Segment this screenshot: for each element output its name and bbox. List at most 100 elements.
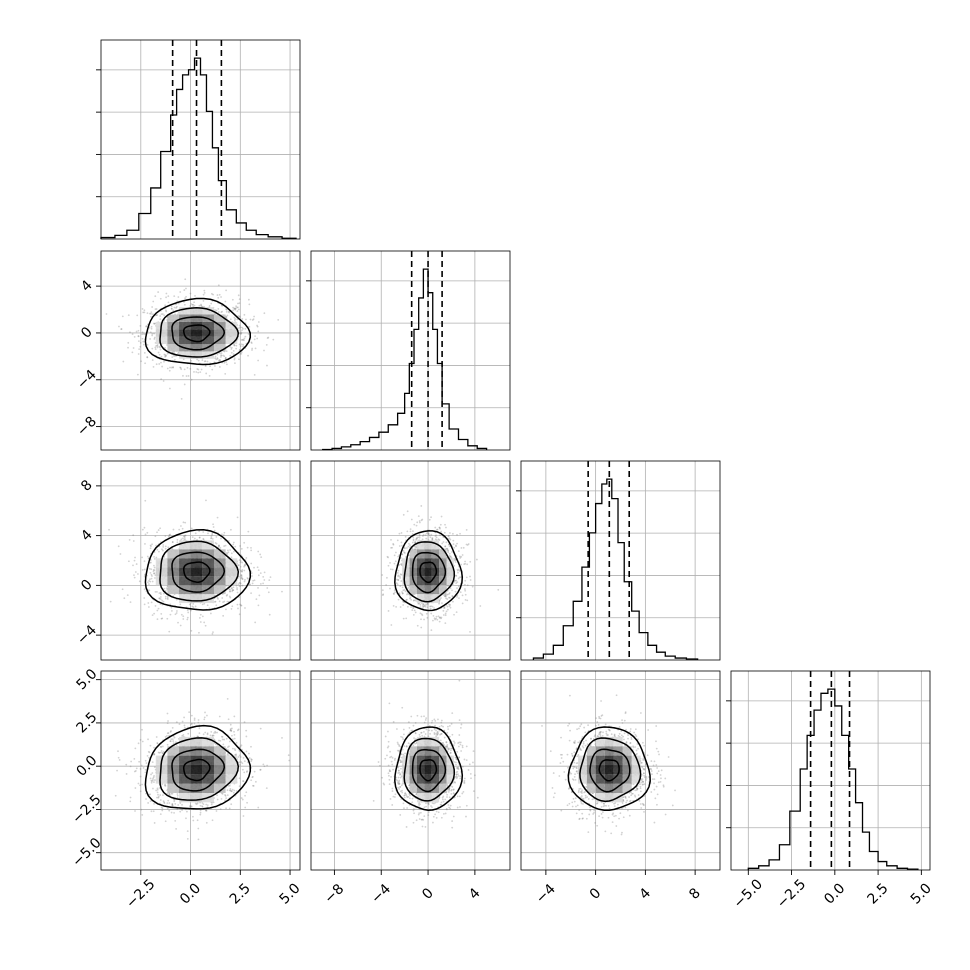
scatter-point	[238, 596, 241, 599]
scatter-point	[429, 536, 432, 539]
scatter-point	[175, 828, 178, 830]
scatter-point	[410, 518, 413, 521]
scatter-point	[137, 782, 140, 785]
scatter-point	[151, 359, 154, 361]
scatter-point	[158, 353, 161, 356]
scatter-point	[253, 579, 256, 582]
scatter-point	[229, 723, 232, 726]
scatter-point	[246, 801, 248, 804]
density-cell	[424, 567, 432, 577]
scatter-point	[180, 613, 183, 616]
scatter-point	[451, 595, 454, 597]
scatter-point	[155, 308, 158, 310]
scatter-point	[223, 545, 226, 547]
scatter-point	[208, 374, 211, 377]
histogram-panel-1	[306, 250, 511, 451]
scatter-point	[240, 577, 243, 580]
scatter-point	[241, 339, 244, 341]
scatter-point	[450, 556, 453, 559]
scatter-point	[250, 342, 253, 345]
scatter-point	[179, 366, 182, 369]
scatter-point	[229, 729, 232, 732]
scatter-point	[448, 596, 450, 599]
scatter-point	[394, 591, 396, 594]
scatter-point	[182, 374, 184, 377]
scatter-point	[247, 530, 250, 533]
scatter-point	[215, 358, 218, 361]
scatter-point	[179, 603, 182, 606]
scatter-point	[158, 787, 161, 789]
scatter-point	[157, 291, 160, 293]
scatter-point	[462, 546, 465, 549]
scatter-point	[419, 612, 422, 615]
scatter-point	[201, 802, 204, 804]
scatter-point	[150, 545, 152, 548]
scatter-point	[156, 531, 158, 534]
density-cell	[167, 585, 180, 595]
scatter-point	[241, 798, 244, 801]
scatter-panel-1-2	[310, 460, 511, 661]
scatter-point	[455, 611, 458, 614]
scatter-point	[461, 594, 464, 597]
scatter-point	[444, 595, 446, 598]
scatter-point	[256, 337, 259, 340]
scatter-point	[427, 532, 430, 535]
scatter-point	[424, 534, 427, 537]
scatter-point	[248, 757, 251, 759]
scatter-point	[239, 763, 241, 766]
scatter-point	[414, 546, 417, 548]
scatter-point	[160, 613, 163, 615]
scatter-point	[165, 354, 168, 357]
scatter-point	[240, 331, 243, 334]
scatter-point	[180, 368, 183, 371]
scatter-point	[150, 312, 153, 315]
scatter-point	[159, 745, 162, 748]
scatter-point	[263, 579, 266, 581]
scatter-point	[211, 533, 214, 536]
scatter-point	[224, 357, 227, 360]
scatter-point	[398, 592, 401, 595]
contour-level-2	[159, 540, 240, 602]
contour-level-3	[144, 297, 252, 366]
scatter-point	[198, 536, 201, 539]
scatter-point	[236, 516, 239, 519]
scatter-point	[240, 351, 243, 354]
scatter-point	[182, 618, 185, 620]
scatter-point	[390, 538, 392, 541]
scatter-point	[237, 294, 240, 297]
scatter-point	[460, 563, 463, 566]
scatter-point	[129, 796, 132, 799]
scatter-point	[393, 554, 396, 557]
scatter-point	[442, 541, 445, 543]
scatter-point	[446, 608, 449, 611]
density-cell	[213, 336, 226, 345]
scatter-point	[421, 518, 424, 521]
scatter-point	[184, 297, 186, 300]
scatter-point	[152, 313, 154, 316]
scatter-point	[267, 336, 270, 339]
scatter-point	[229, 528, 232, 531]
scatter-point	[205, 821, 208, 824]
scatter-point	[217, 359, 220, 362]
scatter-point	[164, 309, 167, 312]
scatter-point	[184, 534, 187, 537]
scatter-point	[211, 368, 214, 371]
scatter-point	[183, 303, 186, 306]
scatter-point	[149, 338, 152, 340]
scatter-point	[402, 589, 405, 592]
scatter-point	[161, 752, 164, 754]
scatter-point	[214, 357, 216, 360]
scatter-point	[277, 319, 280, 321]
scatter-point	[407, 587, 410, 589]
scatter-point	[238, 315, 241, 318]
scatter-point	[461, 554, 464, 556]
scatter-point	[191, 605, 194, 608]
scatter-point	[268, 579, 271, 582]
scatter-point	[151, 772, 154, 774]
scatter-point	[234, 749, 237, 752]
scatter-point	[391, 568, 394, 571]
scatter-point	[214, 541, 217, 544]
scatter-point	[167, 732, 170, 734]
scatter-point	[449, 606, 452, 609]
scatter-point	[159, 598, 162, 600]
